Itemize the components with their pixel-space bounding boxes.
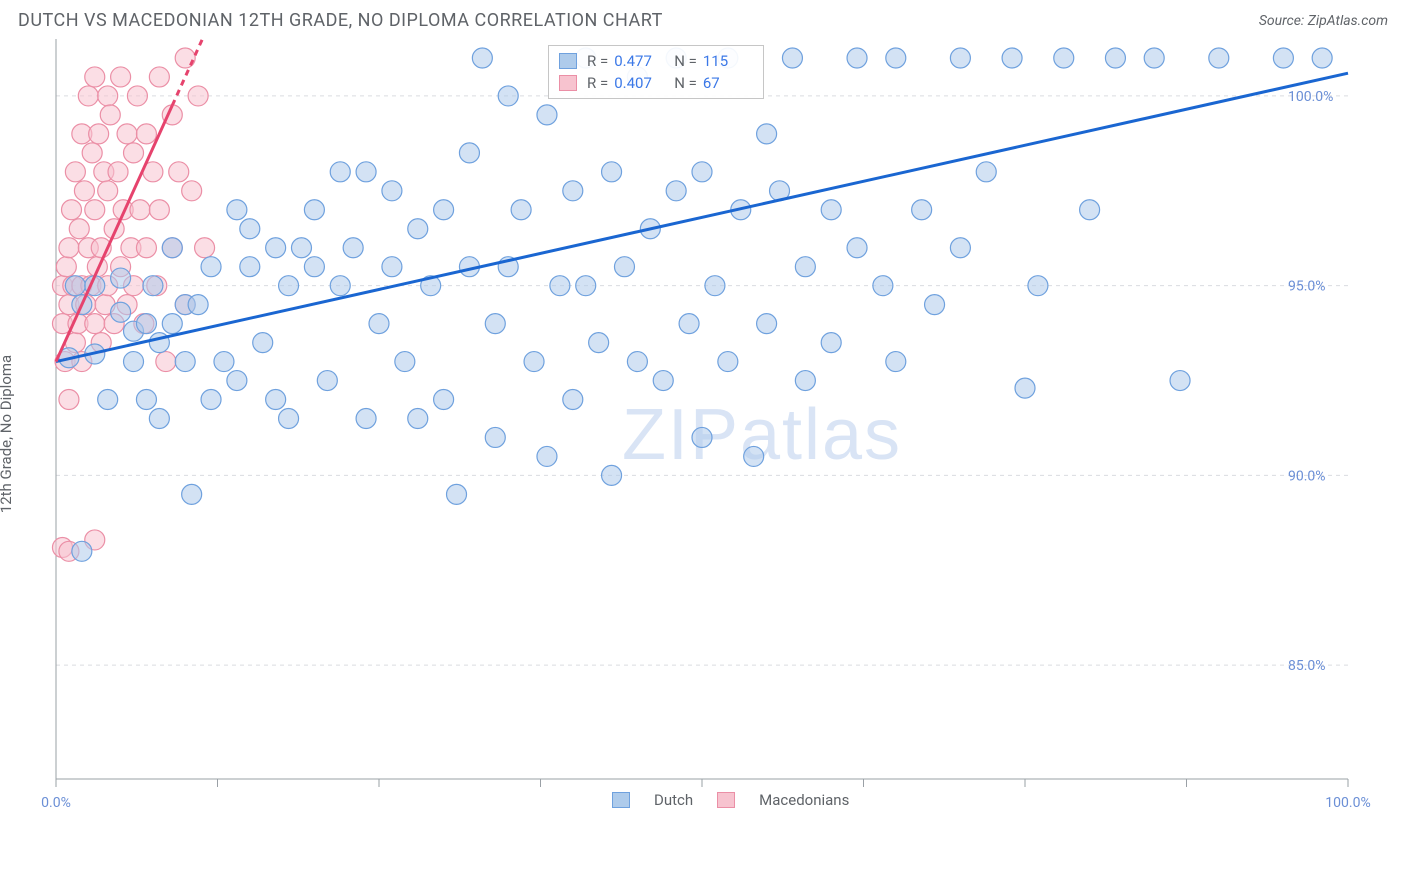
svg-text:100.0%: 100.0% [1288, 89, 1333, 105]
chart-source: Source: ZipAtlas.com [1259, 13, 1388, 29]
dutch-swatch-icon [612, 792, 630, 808]
n-label: N = [674, 72, 697, 94]
r-label: R = [587, 72, 608, 94]
svg-text:90.0%: 90.0% [1288, 468, 1326, 484]
source-prefix: Source: [1259, 13, 1308, 29]
svg-text:100.0%: 100.0% [1325, 795, 1370, 811]
stats-row-macedonians: R = 0.407 N = 67 [559, 72, 753, 94]
chart-header: DUTCH VS MACEDONIAN 12TH GRADE, NO DIPLO… [0, 0, 1406, 39]
stats-row-dutch: R = 0.477 N = 115 [559, 50, 753, 72]
r-label: R = [587, 50, 608, 72]
legend-label-dutch: Dutch [654, 791, 693, 809]
chart-title: DUTCH VS MACEDONIAN 12TH GRADE, NO DIPLO… [18, 10, 663, 31]
svg-text:0.0%: 0.0% [41, 795, 71, 811]
series-legend: Dutch Macedonians [612, 791, 849, 809]
source-name: ZipAtlas.com [1308, 13, 1388, 29]
svg-text:95.0%: 95.0% [1288, 279, 1326, 295]
macedonians-r-value: 0.407 [614, 72, 664, 94]
y-axis-label: 12th Grade, No Diploma [0, 355, 15, 513]
svg-text:85.0%: 85.0% [1288, 658, 1326, 674]
dutch-swatch-icon [559, 53, 577, 69]
macedonians-n-value: 67 [703, 72, 753, 94]
n-label: N = [674, 50, 697, 72]
dutch-n-value: 115 [703, 50, 753, 72]
chart-container: 12th Grade, No Diploma ZIPatlas85.0%90.0… [18, 39, 1388, 829]
dutch-r-value: 0.477 [614, 50, 664, 72]
macedonians-swatch-icon [559, 75, 577, 91]
stats-legend: R = 0.477 N = 115 R = 0.407 N = 67 [548, 45, 764, 99]
macedonians-swatch-icon [717, 792, 735, 808]
legend-label-macedonians: Macedonians [759, 791, 849, 809]
scatter-chart: ZIPatlas85.0%90.0%95.0%100.0%0.0%100.0% [18, 39, 1388, 829]
